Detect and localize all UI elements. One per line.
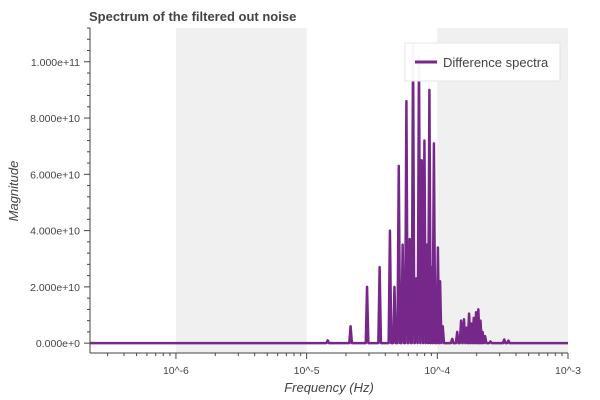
shaded-band-0 (175, 28, 307, 353)
legend-label: Difference spectra (443, 55, 549, 70)
y-tick-label: 0.000e+0 (36, 338, 80, 350)
shaded-bands (175, 28, 568, 353)
y-tick-label: 6.000e+10 (30, 169, 80, 181)
y-tick-label: 2.000e+10 (30, 282, 80, 294)
x-axis-ticks: 10^-6 10^-5 10^-4 10^-3 (107, 353, 581, 377)
y-tick-label: 8.000e+10 (30, 113, 80, 125)
y-tick-label: 4.000e+10 (30, 226, 80, 238)
x-tick-label: 10^-3 (555, 365, 581, 377)
series-line (90, 45, 568, 345)
x-tick-label: 10^-4 (424, 365, 450, 377)
x-tick-label: 10^-6 (163, 365, 189, 377)
legend: Difference spectra (404, 42, 561, 82)
y-tick-label: 1.000e+11 (31, 57, 80, 69)
shaded-band-1 (437, 28, 568, 353)
x-axis-label: Frequency (Hz) (284, 380, 374, 395)
y-axis-ticks: 0.000e+0 2.000e+10 4.000e+10 6.000e+10 8.000… (30, 27, 90, 350)
x-tick-label: 10^-5 (294, 365, 320, 377)
y-axis-label: Magnitude (6, 161, 21, 222)
chart-title: Spectrum of the filtered out noise (89, 9, 296, 24)
series-layer (90, 45, 568, 345)
